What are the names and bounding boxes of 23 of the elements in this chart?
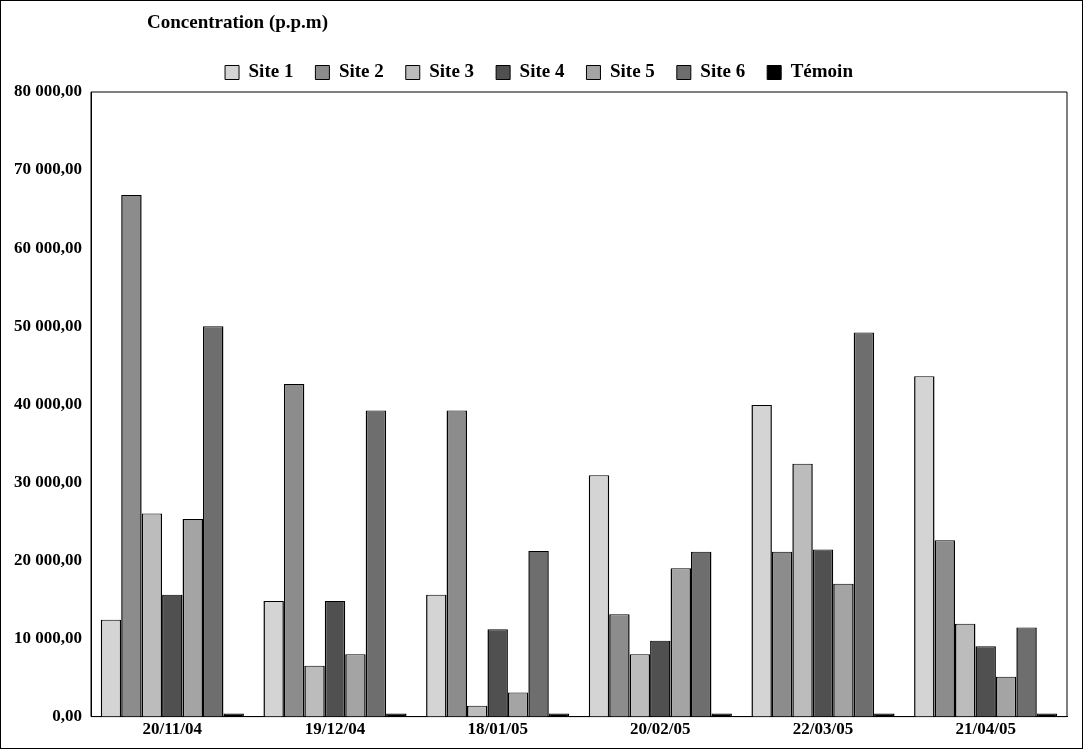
x-tick-label: 21/04/05 bbox=[955, 719, 1016, 739]
x-tick-label: 18/01/05 bbox=[467, 719, 528, 739]
y-tick-label: 30 000,00 bbox=[14, 471, 82, 491]
y-tick-label: 40 000,00 bbox=[14, 393, 82, 413]
x-tick-label: 20/02/05 bbox=[630, 719, 691, 739]
legend-label: Site 4 bbox=[519, 60, 565, 82]
y-axis-title: Concentration (p.p.m) bbox=[147, 11, 329, 33]
y-tick-label: 70 000,00 bbox=[14, 159, 82, 179]
legend-label: Site 6 bbox=[700, 60, 746, 82]
legend-label: Témoin bbox=[790, 60, 854, 82]
y-tick-label: 0,00 bbox=[52, 705, 82, 725]
legend-label: Site 5 bbox=[609, 60, 655, 82]
x-tick-label: 22/03/05 bbox=[792, 719, 854, 739]
y-tick-label: 50 000,00 bbox=[14, 315, 82, 335]
y-tick-label: 20 000,00 bbox=[14, 549, 82, 569]
y-tick-label: 80 000,00 bbox=[14, 81, 82, 101]
legend-label: Site 1 bbox=[248, 60, 294, 82]
x-tick-label: 20/11/04 bbox=[142, 719, 203, 739]
y-tick-label: 60 000,00 bbox=[14, 237, 82, 257]
legend-label: Site 3 bbox=[429, 60, 475, 82]
y-tick-label: 10 000,00 bbox=[14, 627, 82, 647]
x-tick-label: 19/12/04 bbox=[304, 719, 366, 739]
legend-label: Site 2 bbox=[338, 60, 384, 82]
